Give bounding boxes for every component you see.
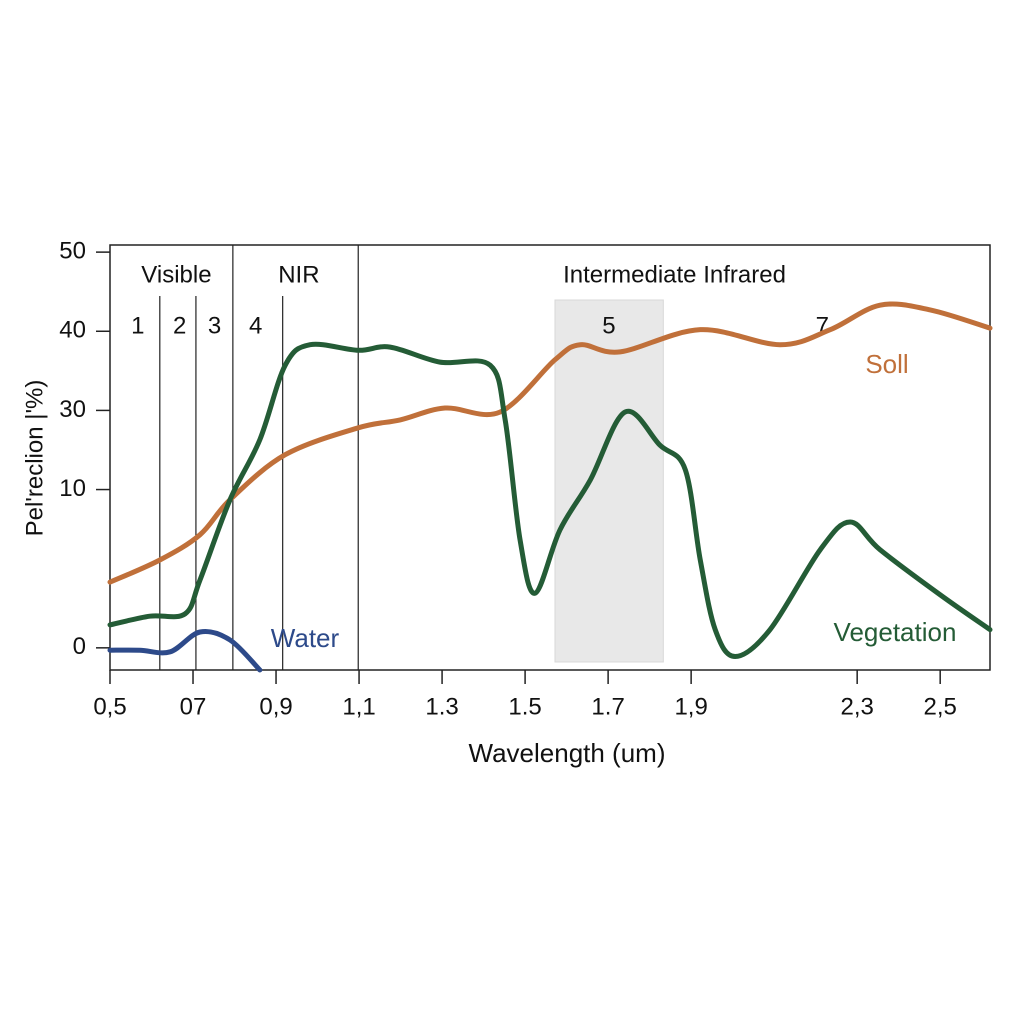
x-tick-label: 2,3 [840,693,873,720]
x-tick-label: 1.3 [425,693,458,720]
y-tick-label: 30 [59,396,86,423]
x-tick-label: 1.5 [508,693,541,720]
x-tick-label: 1,1 [342,693,375,720]
series-line [107,629,263,673]
shaded-band [554,299,664,663]
region-label: Visible [141,261,211,288]
series-label: Water [271,623,340,653]
x-tick-label: 2,5 [924,693,957,720]
y-tick-label: 10 [59,475,86,502]
series-line [107,301,993,585]
series-label: Vegetation [834,617,957,647]
band-label: 3 [208,312,221,339]
y-tick-label: 50 [59,237,86,264]
x-tick-label: 07 [180,693,207,720]
band-label: 2 [173,312,186,339]
plot-frame [109,244,991,671]
band-label: 5 [602,312,615,339]
x-tick-label: 1,9 [674,693,707,720]
y-tick-label: 0 [73,633,86,660]
band-label: 4 [249,312,262,339]
x-axis-label: Wavelength (um) [469,738,666,768]
y-tick-label: 40 [59,317,86,344]
x-tick-label: 0,5 [93,693,126,720]
y-axis-label: Pel'reclion |'%) [21,380,48,537]
region-label: Intermediate Infrared [563,261,786,288]
band-label: 1 [131,312,144,339]
x-tick-label: 0,9 [259,693,292,720]
region-label: NIR [278,261,319,288]
series-label: Soll [865,349,908,379]
x-tick-label: 1.7 [591,693,624,720]
series-line [107,341,993,660]
